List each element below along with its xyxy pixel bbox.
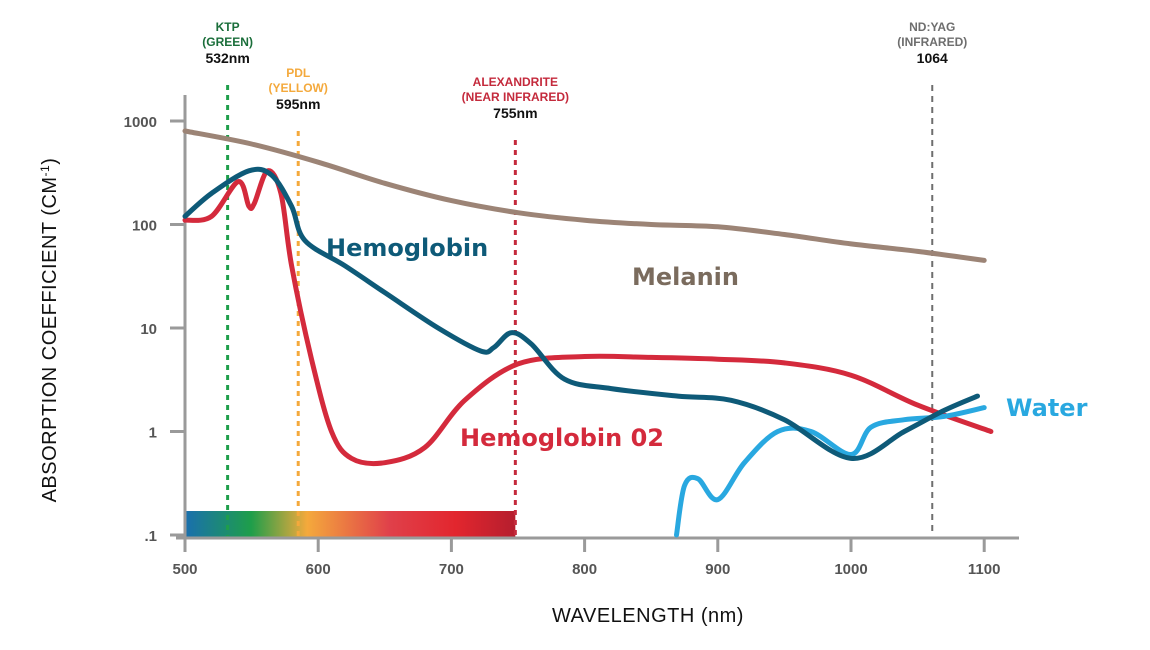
visible-spectrum-bar bbox=[185, 511, 516, 538]
laser-name: KTP bbox=[216, 20, 240, 34]
x-tick-label: 800 bbox=[572, 561, 597, 578]
y-tick-label: 1 bbox=[149, 425, 157, 442]
series-line-hemoglobin-02 bbox=[182, 168, 994, 467]
y-axis-title-main: ABSORPTION COEFFICIENT (CM bbox=[39, 176, 61, 502]
series-label-water: Water bbox=[1006, 394, 1088, 422]
laser-wavelength: 755nm bbox=[493, 105, 537, 121]
y-axis-title-close: ) bbox=[39, 158, 61, 165]
y-tick-label: .1 bbox=[144, 528, 157, 545]
x-tick-label: 1000 bbox=[834, 561, 867, 578]
x-tick-label: 500 bbox=[172, 561, 197, 578]
series-line-melanin bbox=[182, 128, 987, 263]
series-label-hemoglobin-02: Hemoglobin 02 bbox=[460, 424, 664, 452]
series-line-water bbox=[674, 405, 987, 538]
laser-lines: KTP(GREEN)532nm PDL(YELLOW)595nm ALEXANDRI… bbox=[202, 20, 967, 536]
y-tick-label: 1000 bbox=[124, 114, 157, 131]
series-label-melanin: Melanin bbox=[632, 263, 739, 291]
x-tick-label: 700 bbox=[439, 561, 464, 578]
laser-name: PDL bbox=[286, 66, 310, 80]
laser-type: (INFRARED) bbox=[897, 35, 967, 49]
series-label-hemoglobin: Hemoglobin bbox=[326, 234, 488, 262]
y-ticks: .1 1 10 100 1000 bbox=[124, 114, 185, 545]
x-tick-label: 900 bbox=[705, 561, 730, 578]
series-line-hemoglobin bbox=[182, 166, 980, 461]
y-axis-title-sup: -1 bbox=[38, 165, 52, 177]
laser-type: (YELLOW) bbox=[269, 81, 328, 95]
laser-name: ND:YAG bbox=[909, 20, 955, 34]
laser-wavelength: 1064 bbox=[917, 50, 948, 66]
laser-wavelength: 532nm bbox=[205, 50, 249, 66]
y-axis-title: ABSORPTION COEFFICIENT (CM-1) bbox=[38, 158, 61, 503]
laser-type: (GREEN) bbox=[202, 35, 253, 49]
y-tick-label: 10 bbox=[140, 321, 157, 338]
x-tick-label: 1100 bbox=[968, 561, 1001, 578]
x-axis-title: WAVELENGTH (nm) bbox=[552, 605, 744, 627]
y-tick-label: 100 bbox=[132, 218, 157, 235]
series-lines bbox=[182, 128, 994, 538]
x-tick-label: 600 bbox=[306, 561, 331, 578]
laser-type: (NEAR INFRARED) bbox=[462, 90, 569, 104]
laser-wavelength: 595nm bbox=[276, 96, 320, 112]
laser-name: ALEXANDRITE bbox=[473, 75, 558, 89]
x-ticks: 500 600 700 800 900 1000 1100 bbox=[172, 538, 1000, 578]
